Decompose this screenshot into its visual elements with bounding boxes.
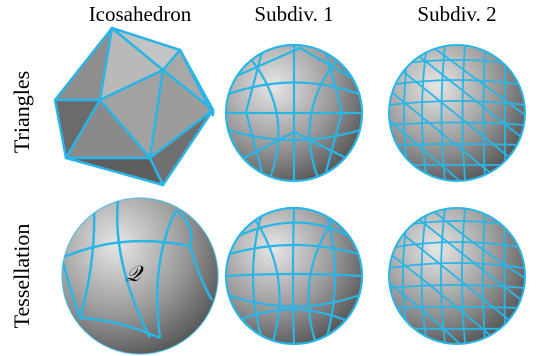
- ico-face: [64, 156, 165, 187]
- ico-face: [178, 48, 215, 117]
- column-title-icosahedron: Icosahedron: [88, 2, 192, 26]
- ico-face: [148, 108, 215, 187]
- subdiv-1-mesh: [224, 43, 364, 183]
- region-q-label: 𝒬: [125, 262, 144, 287]
- tessellation-icosahedron: [61, 197, 219, 355]
- column-title-subdiv-2: Subdiv. 2: [417, 2, 497, 26]
- tessellation-subdiv-1: [224, 206, 364, 346]
- tessellation-subdiv-2: [388, 207, 526, 345]
- icosahedron-mesh: [53, 26, 215, 187]
- subdiv-2-mesh: [388, 44, 526, 182]
- column-title-subdiv-1: Subdiv. 1: [254, 2, 334, 26]
